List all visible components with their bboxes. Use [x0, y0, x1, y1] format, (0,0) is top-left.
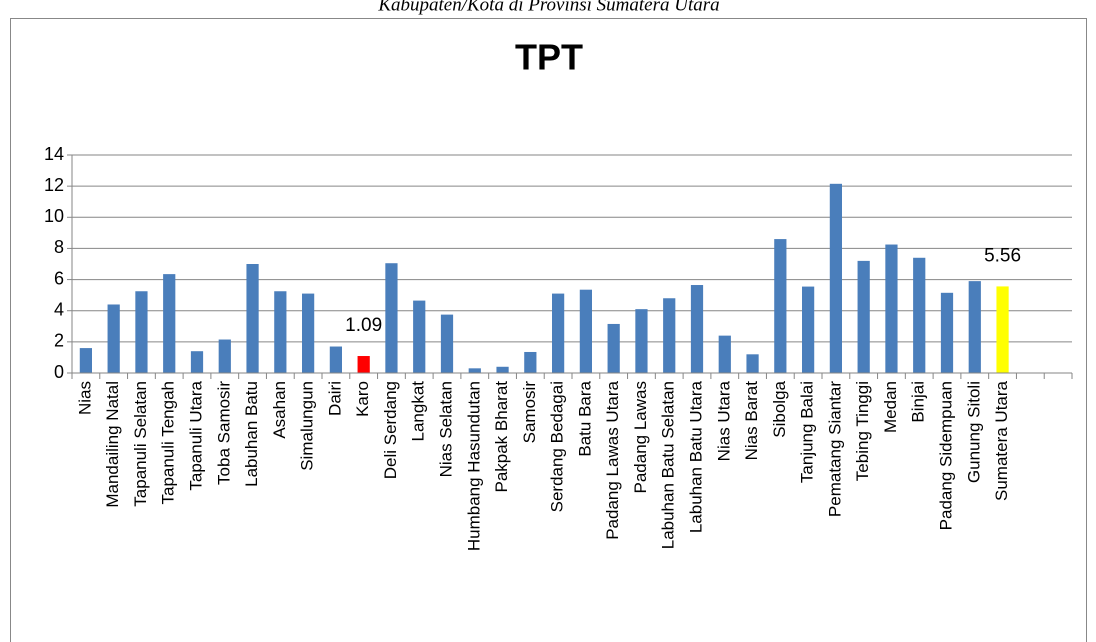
x-tick-label: Mandailing Natal	[103, 381, 122, 508]
bar	[274, 291, 287, 373]
x-tick-label: Tanjung Balai	[798, 381, 817, 483]
x-tick-label: Pematang Siantar	[825, 381, 844, 517]
x-tick-label: Nias	[75, 381, 94, 415]
bar	[246, 264, 259, 373]
x-tick-label: Nias Barat	[742, 381, 761, 461]
bar	[163, 274, 176, 373]
y-tick-label: 4	[54, 299, 64, 319]
x-tick-label: Tebing Tinggi	[853, 381, 872, 481]
bar	[690, 285, 704, 373]
bar	[885, 244, 898, 373]
bar	[913, 257, 926, 373]
x-tick-label: Labuhan Batu	[242, 381, 261, 487]
y-tick-label: 8	[54, 237, 64, 257]
bar	[607, 323, 620, 373]
y-tick-label: 2	[54, 331, 64, 351]
bar	[190, 351, 204, 373]
x-tick-label: Humbang Hasundutan	[464, 381, 483, 551]
y-tick-label: 0	[54, 362, 64, 382]
x-tick-label: Labuhan Batu Utara	[686, 380, 705, 533]
x-tick-label: Medan	[881, 381, 900, 433]
bar	[718, 335, 731, 373]
bar	[996, 286, 1009, 373]
x-tick-label: Labuhan Batu Selatan	[659, 381, 678, 549]
chart-frame	[10, 18, 1087, 642]
x-tick-label: Serdang Bedagai	[548, 381, 567, 512]
x-tick-label: Toba Samosir	[214, 381, 233, 485]
data-label: 5.56	[984, 245, 1021, 266]
x-tick-label: Padang Sidempuan	[936, 381, 955, 530]
bar	[774, 239, 787, 373]
bar	[413, 300, 426, 373]
bar	[107, 304, 120, 373]
x-tick-label: Sumatera Utara	[992, 380, 1011, 501]
bar	[385, 263, 398, 373]
x-tick-label: Karo	[353, 381, 372, 417]
chart-title: TPT	[515, 37, 583, 78]
x-tick-label: Deli Serdang	[381, 381, 400, 479]
bar	[552, 293, 565, 373]
bar	[968, 281, 981, 373]
bar	[829, 183, 842, 373]
x-tick-label: Tapanuli Selatan	[131, 381, 150, 507]
x-tick-label: Batu Bara	[575, 380, 594, 456]
bar	[468, 368, 481, 373]
y-tick-label: 10	[44, 206, 64, 226]
bar	[802, 286, 815, 373]
bar	[940, 292, 954, 373]
bar	[440, 314, 454, 373]
bar	[302, 293, 315, 373]
x-tick-label: Simalungun	[298, 381, 317, 471]
x-tick-label: Pakpak Bharat	[492, 381, 511, 493]
y-tick-label: 6	[54, 268, 64, 288]
data-label: 1.09	[345, 315, 382, 336]
bar	[135, 291, 148, 373]
y-tick-label: 12	[44, 175, 64, 195]
x-tick-label: Langkat	[409, 381, 428, 442]
x-tick-label: Padang Lawas	[631, 381, 650, 493]
x-tick-label: Tapanuli Tengah	[159, 381, 178, 505]
x-tick-label: Dairi	[325, 381, 344, 416]
caption: Kabupaten/Kota di Provinsi Sumatera Utar…	[377, 0, 719, 15]
y-tick-label: 14	[44, 144, 64, 164]
bar	[329, 346, 342, 373]
x-tick-label: Gunung Sitoli	[964, 381, 983, 483]
bar	[857, 260, 870, 373]
x-tick-label: Nias Selatan	[436, 381, 455, 477]
x-tick-label: Sibolga	[770, 380, 789, 437]
bar	[524, 351, 537, 373]
x-tick-label: Samosir	[520, 381, 539, 444]
bar	[496, 366, 509, 373]
bar	[218, 339, 231, 373]
bar	[663, 298, 676, 373]
x-tick-label: Padang Lawas Utara	[603, 380, 622, 539]
x-tick-label: Nias Utara	[714, 380, 733, 461]
bar	[357, 356, 370, 373]
bar	[746, 354, 759, 373]
bar	[579, 289, 592, 373]
x-tick-label: Asahan	[270, 381, 289, 439]
bar	[635, 309, 648, 373]
x-tick-label: Tapanuli Utara	[186, 380, 205, 490]
bar	[79, 348, 92, 373]
x-tick-label: Binjai	[909, 381, 928, 423]
